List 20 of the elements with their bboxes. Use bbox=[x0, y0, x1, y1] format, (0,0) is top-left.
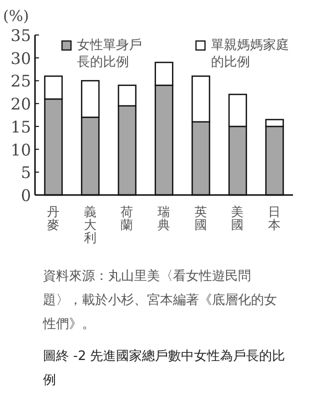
y-tick-label: 35 bbox=[10, 26, 31, 45]
y-tick-label: 0 bbox=[20, 186, 31, 205]
x-tick-label: 英國 bbox=[194, 204, 208, 232]
x-tick-label: 義大利 bbox=[84, 204, 97, 245]
x-tick-label: 丹麥 bbox=[46, 204, 60, 232]
source-note: 資料來源：丸山里美〈看女性遊民問題〉，載於小杉、宮本編著《底層化的女性們》。 bbox=[43, 268, 278, 334]
y-tick-label: 5 bbox=[20, 163, 31, 182]
x-tick-label: 日本 bbox=[268, 204, 282, 232]
text: 圖終 -2 先進國家總戶數中女性為戶長的比例 bbox=[43, 348, 286, 390]
y-axis-title: (%) bbox=[3, 7, 29, 25]
legend-label: 單親媽媽家庭的比例 bbox=[211, 37, 290, 71]
y-tick-label: 15 bbox=[10, 117, 31, 136]
y-tick-label: 10 bbox=[10, 140, 31, 160]
x-tick-label: 荷蘭 bbox=[120, 204, 134, 232]
x-tick-label: 瑞典 bbox=[158, 204, 170, 232]
y-tick-label: 25 bbox=[10, 72, 31, 91]
legend-label: 女性單身戶長的比例 bbox=[77, 37, 143, 71]
x-tick-label: 美國 bbox=[231, 204, 244, 232]
y-tick-label: 30 bbox=[10, 48, 31, 68]
y-tick-label: 20 bbox=[10, 94, 31, 114]
